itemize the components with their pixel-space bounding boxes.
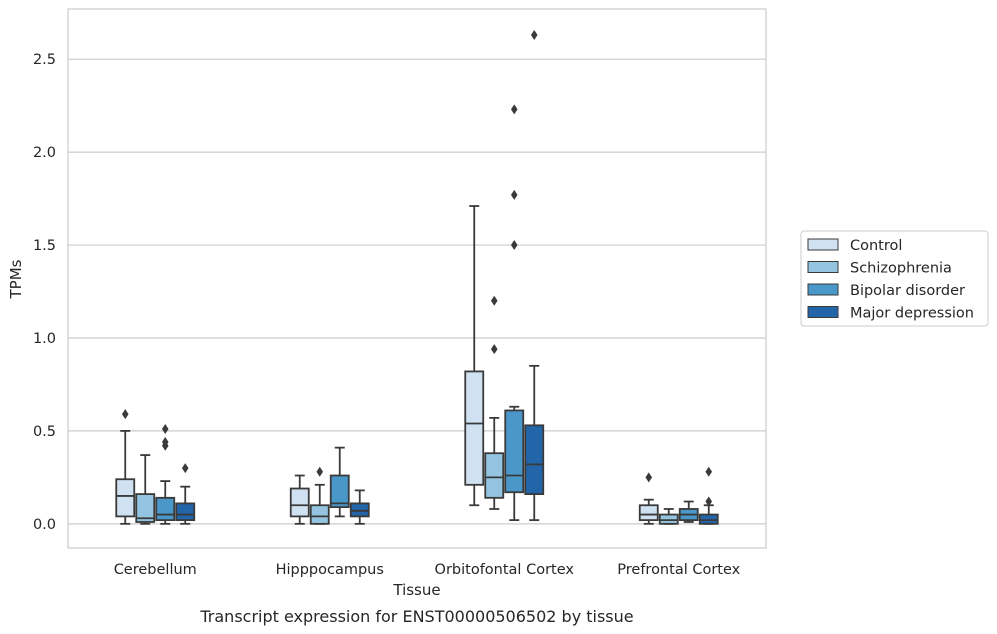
box [309,504,330,525]
box-group [155,424,176,525]
box [135,493,156,523]
x-tick-label: Prefrontal Cortex [617,562,740,578]
outlier-point [510,104,518,115]
box-group [349,489,370,525]
y-tick-label: 2.5 [33,52,56,68]
box-group [309,466,330,525]
outlier-point [510,240,518,251]
box-group [524,30,545,522]
y-tick-label: 2.0 [33,145,56,161]
box-group [329,446,350,518]
y-tick-label: 0.5 [33,424,56,440]
legend-frame [800,230,989,327]
outlier-point [121,409,129,420]
legend: Control Schizophrenia Bipolar disorder Majo… [800,230,989,327]
box [698,513,719,525]
grid-lines [68,58,766,525]
box [524,424,545,495]
box [484,452,505,499]
outlier-point [490,295,498,306]
box-group [289,474,310,525]
legend-swatch [807,283,839,296]
box-group [504,104,525,522]
box-group [175,463,196,525]
x-tick-label: Hipppocampus [276,562,384,578]
legend-label: Bipolar disorder [850,283,965,299]
legend-swatch [807,261,839,273]
outlier-point [490,344,498,355]
outlier-point [181,463,189,474]
box-group [484,295,505,510]
outlier-point [530,30,538,41]
box [464,370,485,486]
x-tick-label: Cerebellum [114,562,197,578]
box-group [678,500,699,523]
box-group [115,409,136,525]
box [115,478,136,518]
outlier-point [316,466,324,477]
box [289,487,310,518]
x-axis-ticks: Cerebellum Hipppocampus Orbitofontal Corte… [114,562,741,578]
legend-label: Schizophrenia [850,261,952,277]
box [329,474,350,509]
y-tick-label: 1.0 [33,331,56,347]
plot-area [67,8,767,549]
y-tick-label: 0.0 [33,517,56,533]
box [658,513,679,525]
x-tick-label: Orbitofontal Cortex [435,562,575,578]
outlier-point [705,466,713,477]
box-series [115,30,719,525]
box [504,409,525,494]
chart-title: Transcript expression for ENST0000050650… [199,607,633,626]
box [175,502,196,522]
y-tick-label: 1.5 [33,238,56,254]
outlier-point [645,472,653,483]
box [155,496,176,522]
outlier-point [510,189,518,200]
outlier-point [161,437,169,448]
box-group [698,466,719,525]
legend-label: Major depression [850,306,974,322]
box-group [135,454,156,525]
y-axis-label: TPMs [7,259,25,299]
box-group [638,472,659,525]
box [638,504,659,522]
legend-swatch [807,238,839,251]
y-axis-ticks: 0.0 0.5 1.0 1.5 2.0 2.5 [33,52,56,533]
outlier-point [705,496,713,507]
box-group [658,508,679,525]
legend-label: Control [850,238,902,254]
outlier-point [161,424,169,435]
legend-swatch [807,306,839,318]
box-group [464,205,485,507]
x-axis-label: Tissue [392,581,440,599]
box [349,502,370,518]
